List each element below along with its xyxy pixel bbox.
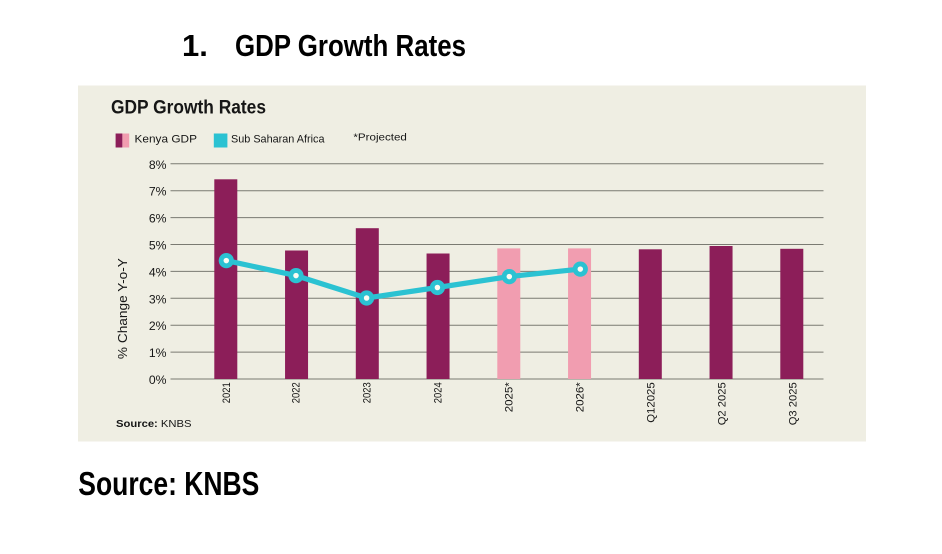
svg-text:8%: 8%: [149, 158, 167, 172]
svg-text:3%: 3%: [149, 292, 167, 306]
svg-text:Sub Saharan Africa: Sub Saharan Africa: [231, 134, 325, 146]
svg-text:2026*: 2026*: [575, 382, 587, 413]
svg-text:Q2 2025: Q2 2025: [717, 382, 729, 425]
svg-text:*Projected: *Projected: [353, 131, 407, 143]
svg-text:GDP Growth Rates: GDP Growth Rates: [111, 96, 266, 118]
svg-text:2021: 2021: [221, 382, 233, 403]
svg-text:0%: 0%: [149, 373, 167, 387]
svg-text:% Change Y-o-Y: % Change Y-o-Y: [116, 257, 130, 359]
svg-text:Q12025: Q12025: [646, 382, 658, 423]
svg-text:Kenya GDP: Kenya GDP: [135, 134, 198, 146]
svg-text:GDP Growth Rates: GDP Growth Rates: [235, 28, 466, 63]
svg-text:2024: 2024: [433, 382, 445, 403]
svg-text:2022: 2022: [291, 382, 303, 403]
svg-text:2025*: 2025*: [504, 382, 516, 413]
svg-text:4%: 4%: [149, 265, 167, 279]
svg-text:1.: 1.: [182, 28, 208, 63]
svg-text:Q3 2025: Q3 2025: [788, 382, 800, 425]
svg-text:7%: 7%: [149, 185, 167, 199]
svg-text:1%: 1%: [149, 346, 167, 360]
svg-text:Source: KNBS: Source: KNBS: [78, 465, 259, 502]
svg-text:2%: 2%: [149, 319, 167, 333]
svg-text:Source: KNBS: Source: KNBS: [116, 418, 192, 430]
svg-text:2023: 2023: [362, 382, 374, 403]
svg-text:5%: 5%: [149, 239, 167, 253]
svg-text:6%: 6%: [149, 212, 167, 226]
